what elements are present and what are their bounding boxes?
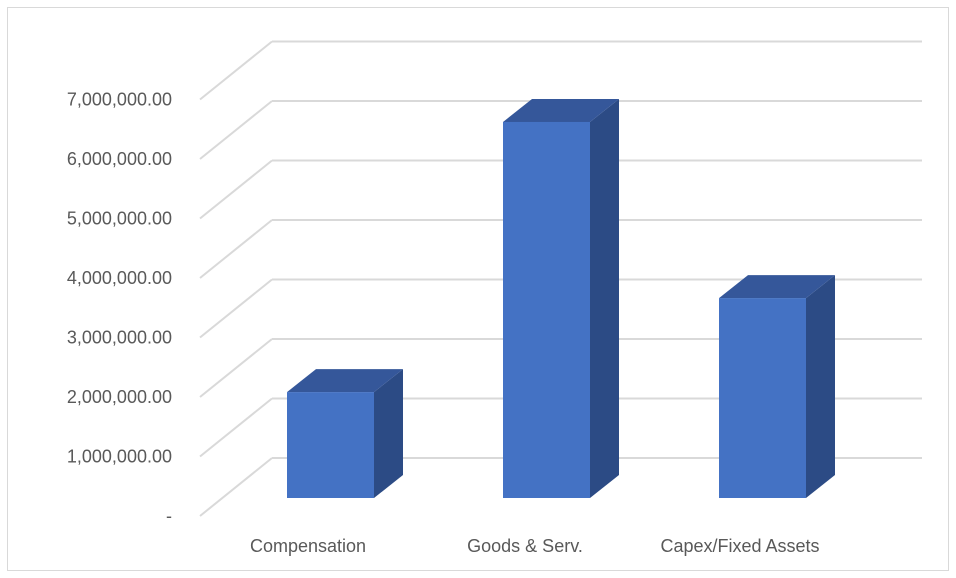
bar-front-face xyxy=(719,298,806,498)
bar xyxy=(287,369,403,498)
y-tick-label: - xyxy=(166,506,172,526)
y-tick-label: 2,000,000.00 xyxy=(67,387,172,407)
x-category-label: Compensation xyxy=(250,536,366,556)
y-axis-tick-labels: - 1,000,000.00 2,000,000.00 3,000,000.00 4,0… xyxy=(67,90,172,527)
x-axis-category-labels: Compensation Goods & Serv. Capex/Fixed Ass… xyxy=(250,536,820,556)
bars xyxy=(287,98,835,499)
gridline-side xyxy=(199,100,273,160)
y-tick-label: 7,000,000.00 xyxy=(67,90,172,110)
y-tick-label: 1,000,000.00 xyxy=(67,447,172,467)
gridline-side xyxy=(199,219,273,279)
gridline-side xyxy=(199,278,273,339)
gridline-side xyxy=(199,397,273,458)
bar-front-face xyxy=(287,392,374,498)
bar-front-face xyxy=(503,121,590,499)
bar xyxy=(719,275,835,498)
bar-side-face xyxy=(806,275,835,498)
bar-side-face xyxy=(374,369,403,498)
y-tick-label: 6,000,000.00 xyxy=(67,149,172,169)
bar-top-face xyxy=(287,369,403,393)
y-tick-label: 3,000,000.00 xyxy=(67,328,172,348)
bar-side-face xyxy=(590,98,619,499)
gridline-side xyxy=(199,159,273,220)
x-category-label: Goods & Serv. xyxy=(467,536,583,556)
bar-top-face xyxy=(719,275,835,299)
gridline-side xyxy=(199,338,273,398)
bar xyxy=(503,98,619,499)
y-tick-label: 5,000,000.00 xyxy=(67,209,172,229)
bar-top-face xyxy=(503,98,619,122)
y-tick-label: 4,000,000.00 xyxy=(67,268,172,288)
x-category-label: Capex/Fixed Assets xyxy=(660,536,819,556)
gridline-side xyxy=(199,457,273,517)
gridline-side xyxy=(199,40,273,101)
